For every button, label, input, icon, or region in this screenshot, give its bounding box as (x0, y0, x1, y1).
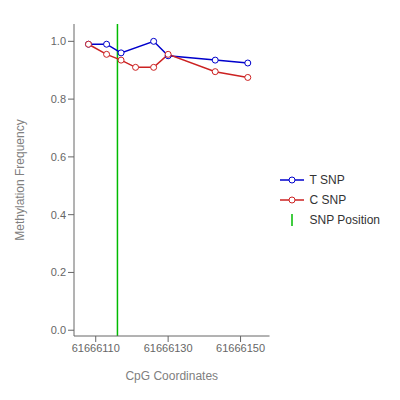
svg-text:61666110: 61666110 (72, 342, 120, 354)
svg-text:0.2: 0.2 (51, 266, 66, 278)
html-text:C SNP: C SNP (309, 193, 347, 207)
svg-text:0.4: 0.4 (51, 209, 66, 221)
svg-text:0.0: 0.0 (51, 324, 66, 336)
svg-text:CpG Coordinates: CpG Coordinates (125, 369, 218, 383)
svg-text:Methylation Frequency: Methylation Frequency (13, 119, 27, 240)
svg-text:61666130: 61666130 (144, 342, 193, 354)
svg-text:1.0: 1.0 (51, 35, 66, 47)
svg-text:0.8: 0.8 (51, 93, 66, 105)
svg-text:0.6: 0.6 (51, 151, 66, 163)
svg-text:61666150: 61666150 (216, 342, 265, 354)
html-text:T SNP: T SNP (309, 173, 345, 187)
html-text:SNP Position: SNP Position (309, 213, 380, 227)
